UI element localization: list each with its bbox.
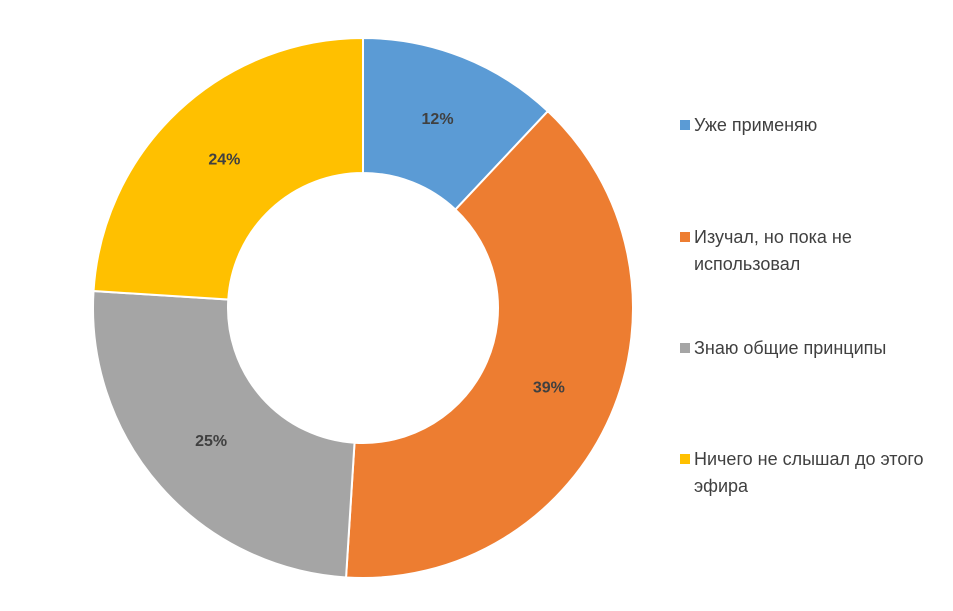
legend-label: Изучал, но пока не использовал	[694, 227, 852, 274]
legend-swatch	[680, 120, 690, 130]
value-label: 39%	[533, 380, 565, 397]
donut-slice	[92, 289, 356, 579]
donut-slice	[92, 36, 364, 301]
legend-swatch	[680, 232, 690, 242]
value-label: 24%	[208, 152, 240, 169]
legend-swatch	[680, 343, 690, 353]
value-label: 25%	[195, 433, 227, 450]
donut-slice	[344, 109, 634, 579]
legend-item: Изучал, но пока не использовал	[680, 224, 953, 278]
legend-label: Знаю общие принципы	[694, 338, 887, 358]
legend-label: Уже применяю	[694, 115, 818, 135]
legend-swatch	[680, 454, 690, 464]
legend-label: Ничего не слышал до этого эфира	[694, 449, 924, 496]
legend-item: Ничего не слышал до этого эфира	[680, 446, 953, 500]
legend-item: Знаю общие принципы	[680, 335, 953, 362]
value-label: 12%	[422, 111, 454, 128]
legend-item: Уже применяю	[680, 112, 953, 139]
